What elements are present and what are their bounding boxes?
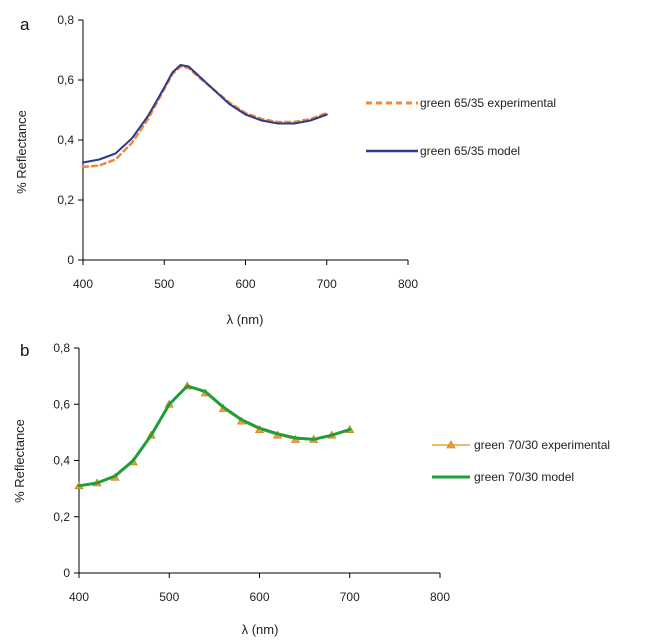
panel-a-legend-label-experimental: green 65/35 experimental	[420, 96, 556, 110]
panel-b-x-tick-label: 500	[159, 590, 179, 604]
panel-b-y-tick-label: 0,8	[53, 341, 70, 355]
panel-b-x-axis-label: λ (nm)	[242, 622, 279, 637]
panel-a-x-tick-label: 600	[235, 277, 255, 291]
panel-b-legend-label-model: green 70/30 model	[474, 470, 574, 484]
panel-a-x-tick-label: 700	[317, 277, 337, 291]
panel-b-y-tick-label: 0,6	[53, 397, 70, 411]
panel-b-y-axis-label: % Reflectance	[12, 419, 27, 503]
panel-a-y-tick-label: 0,2	[57, 193, 74, 207]
panel-b: b % Reflectance λ (nm) green 70/30 exper…	[12, 341, 610, 637]
panel-b-x-tick-label: 600	[249, 590, 269, 604]
panel-b-legend-label-experimental: green 70/30 experimental	[474, 438, 610, 452]
panel-a-x-tick-label: 500	[154, 277, 174, 291]
panel-a-y-tick-label: 0,6	[57, 73, 74, 87]
panel-a-series-line-green-65-35-experimental	[81, 65, 329, 169]
panel-a-y-tick-label: 0,4	[57, 133, 74, 147]
panel-b-legend-marker-experimental	[446, 440, 456, 449]
panel-a-label: a	[20, 15, 30, 34]
panel-b-label: b	[20, 341, 29, 360]
panel-a-x-tick-label: 800	[398, 277, 418, 291]
panel-b-y-tick-label: 0	[63, 566, 70, 580]
panel-a-series-line-green-65-35-model	[82, 64, 328, 164]
panel-a-y-tick-label: 0,8	[57, 13, 74, 27]
panel-b-y-tick-label: 0,2	[53, 510, 70, 524]
panel-a-x-tick-label: 400	[73, 277, 93, 291]
panel-b-x-tick-label: 800	[430, 590, 450, 604]
panel-b-x-tick-label: 700	[340, 590, 360, 604]
panel-a-legend-label-model: green 65/35 model	[420, 144, 520, 158]
panel-b-y-tick-label: 0,4	[53, 454, 70, 468]
panel-a-x-axis-label: λ (nm)	[227, 312, 264, 327]
panel-b-x-tick-label: 400	[69, 590, 89, 604]
panel-a-y-axis-label: % Reflectance	[14, 110, 29, 194]
panel-a-y-tick-label: 0	[67, 253, 74, 267]
panel-b-series-line-green-70-30-model	[77, 384, 352, 488]
panel-a: a % Reflectance λ (nm) green 65/35 exper…	[14, 13, 556, 327]
